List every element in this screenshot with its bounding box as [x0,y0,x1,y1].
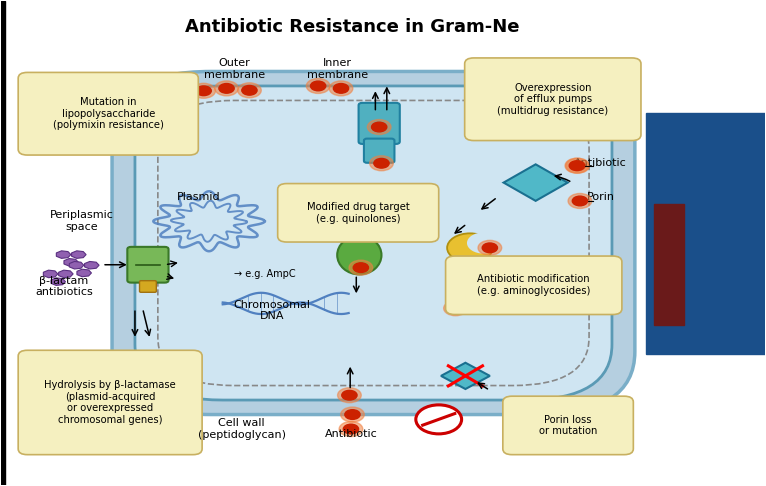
Circle shape [345,410,360,419]
FancyBboxPatch shape [446,256,622,314]
Ellipse shape [337,236,381,275]
Circle shape [306,78,330,93]
Circle shape [339,421,363,436]
Circle shape [478,241,502,255]
Text: β-lactam
antibiotics: β-lactam antibiotics [35,276,93,297]
Text: Antibiotic: Antibiotic [325,429,378,439]
Polygon shape [503,164,568,201]
Text: Porin: Porin [587,192,614,202]
Text: Porin loss
or mutation: Porin loss or mutation [539,415,597,436]
Circle shape [310,81,326,91]
Text: Outer
membrane: Outer membrane [204,58,265,80]
Circle shape [353,263,368,273]
FancyBboxPatch shape [358,103,400,144]
Circle shape [569,161,584,171]
Text: Modified drug target
(e.g. quinolones): Modified drug target (e.g. quinolones) [307,202,410,224]
Bar [654,204,685,325]
Circle shape [467,232,500,254]
Polygon shape [69,261,83,269]
Circle shape [448,303,463,313]
Polygon shape [59,270,73,278]
Text: Cell wall
(peptidoglycan): Cell wall (peptidoglycan) [198,418,286,440]
FancyBboxPatch shape [112,71,635,415]
FancyBboxPatch shape [364,139,394,163]
Bar [2,1,5,485]
Text: → e.g. AmpC: → e.g. AmpC [234,269,296,279]
Polygon shape [64,259,78,266]
Circle shape [570,161,585,171]
Text: Overexpression
of efflux pumps
(multidrug resistance): Overexpression of efflux pumps (multidru… [497,83,608,116]
Text: Plasmid: Plasmid [176,192,220,202]
Text: Chromosomal
DNA: Chromosomal DNA [234,300,311,321]
Circle shape [372,122,387,132]
FancyBboxPatch shape [278,184,439,242]
Circle shape [572,196,588,206]
FancyBboxPatch shape [127,247,169,283]
Circle shape [565,158,589,173]
Text: Inner
membrane: Inner membrane [306,58,368,80]
Circle shape [237,83,261,98]
Circle shape [368,120,391,135]
Circle shape [338,388,362,403]
Text: Periplasmic
space: Periplasmic space [50,210,113,232]
Text: Antibiotic: Antibiotic [574,158,627,168]
Bar [647,113,764,354]
Circle shape [566,158,590,173]
Circle shape [452,277,467,286]
Circle shape [416,405,462,434]
Circle shape [370,156,393,171]
Circle shape [329,81,353,96]
Polygon shape [77,269,91,277]
Text: Antibiotic Resistance in Gram-Ne: Antibiotic Resistance in Gram-Ne [185,18,519,36]
Circle shape [341,407,365,422]
Circle shape [214,81,238,96]
Bar [372,139,387,144]
FancyBboxPatch shape [465,58,641,140]
Circle shape [444,301,467,316]
Polygon shape [44,270,58,278]
Circle shape [374,158,389,168]
Polygon shape [71,251,86,259]
Circle shape [342,390,357,400]
FancyBboxPatch shape [139,281,156,292]
FancyBboxPatch shape [502,396,633,454]
Circle shape [196,86,211,96]
FancyBboxPatch shape [18,72,198,155]
Polygon shape [441,363,489,389]
Circle shape [483,243,497,253]
Circle shape [219,84,234,93]
Text: Hydrolysis by β-lactamase
(plasmid-acquired
or overexpressed
chromosomal genes): Hydrolysis by β-lactamase (plasmid-acqui… [44,380,176,425]
Text: Antibiotic modification
(e.g. aminoglycosides): Antibiotic modification (e.g. aminoglyco… [477,275,591,296]
Text: Mutation in
lipopolysaccharide
(polymixin resistance): Mutation in lipopolysaccharide (polymixi… [53,97,164,130]
Circle shape [242,86,257,95]
Circle shape [447,233,493,262]
Polygon shape [84,261,99,269]
Circle shape [192,83,215,98]
Circle shape [349,260,373,275]
FancyBboxPatch shape [135,86,612,400]
Circle shape [447,274,471,289]
Polygon shape [57,251,70,259]
Circle shape [333,84,349,93]
Polygon shape [51,278,66,285]
FancyBboxPatch shape [18,350,202,454]
Circle shape [568,193,592,208]
Circle shape [343,424,358,434]
